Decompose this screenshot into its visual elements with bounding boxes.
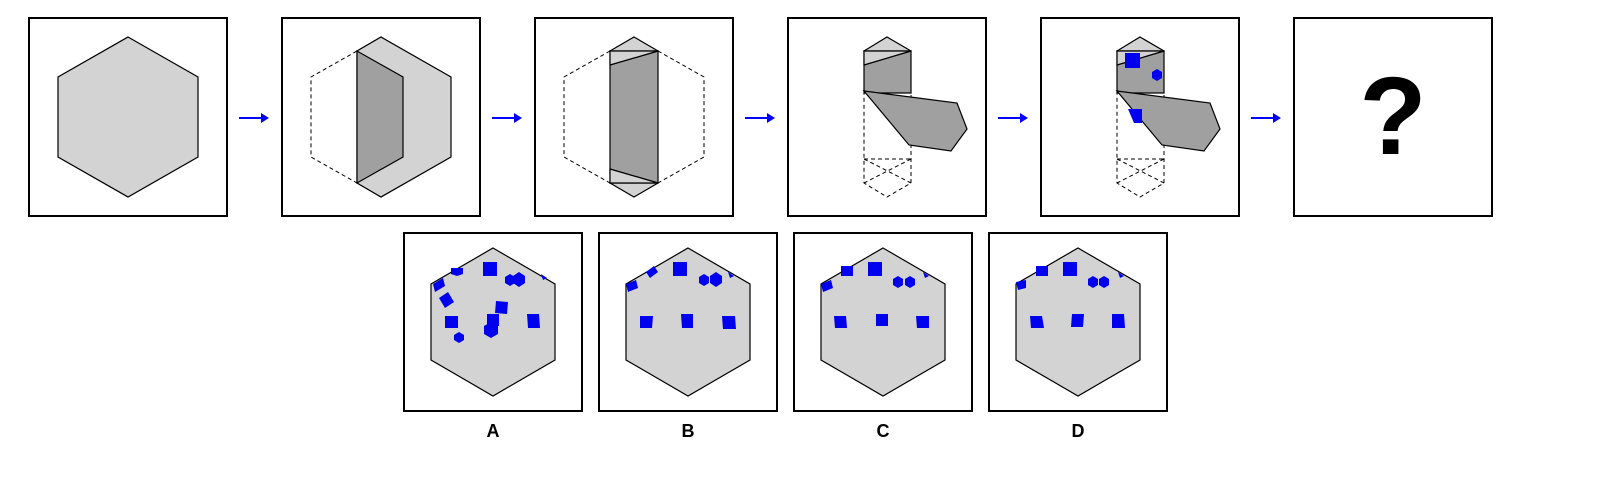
question-mark: ? xyxy=(1359,55,1427,178)
square-hole-rotated xyxy=(527,314,540,328)
square-hole xyxy=(868,262,882,276)
square-hole xyxy=(876,314,888,326)
folded-strip xyxy=(609,50,659,184)
option-c-figure xyxy=(820,247,946,397)
option-b-figure xyxy=(625,247,751,397)
edge-hole xyxy=(728,272,734,278)
square-hole xyxy=(1063,262,1077,276)
option-b-panel[interactable] xyxy=(598,232,778,412)
hexagon-hole xyxy=(699,274,709,286)
edge-hole xyxy=(923,272,929,278)
arrow-right-icon xyxy=(239,113,269,123)
edge-hole xyxy=(1118,272,1124,278)
edge-hole xyxy=(821,280,833,292)
edge-hole xyxy=(541,274,547,280)
step-2-panel xyxy=(281,17,481,217)
arrow-right-icon xyxy=(998,113,1028,123)
square-hole xyxy=(916,316,929,328)
edge-hole xyxy=(646,266,658,278)
right-fold-outline-dashed xyxy=(657,50,705,184)
edge-hole xyxy=(451,268,463,276)
hexagon-hole xyxy=(454,332,464,343)
option-c-panel[interactable] xyxy=(793,232,973,412)
square-hole xyxy=(834,316,847,328)
square-hole-rotated xyxy=(495,301,508,314)
square-hole xyxy=(1125,53,1140,68)
partial-hole xyxy=(1128,109,1142,123)
diagonal-flap xyxy=(1115,90,1221,152)
square-hole xyxy=(1071,314,1084,327)
answer-panel: ? xyxy=(1293,17,1493,217)
step-3-panel xyxy=(534,17,734,217)
edge-hole xyxy=(626,280,638,292)
lower-strip-outline-dashed xyxy=(1116,92,1165,198)
option-a-figure xyxy=(430,247,556,397)
first-fold-figure xyxy=(310,36,452,198)
third-fold-figure xyxy=(862,36,968,198)
step-1-panel xyxy=(28,17,228,217)
hexagon-hole xyxy=(505,274,515,286)
edge-hole xyxy=(1036,266,1048,276)
hexagon-hole xyxy=(893,276,903,288)
square-hole xyxy=(483,262,497,276)
step-5-panel xyxy=(1040,17,1240,217)
option-b-label: B xyxy=(681,421,695,441)
flat-hexagon-figure xyxy=(57,36,199,198)
square-hole xyxy=(673,262,687,276)
square-hole xyxy=(1030,316,1044,328)
second-fold-figure xyxy=(563,36,705,198)
hexagon-hole xyxy=(710,272,722,287)
option-d-panel[interactable] xyxy=(988,232,1168,412)
folded-flap xyxy=(356,49,404,185)
hexagon-hole xyxy=(1152,69,1162,81)
square-hole xyxy=(681,314,693,328)
hexagon-hole xyxy=(905,276,915,288)
option-a-panel[interactable] xyxy=(403,232,583,412)
option-d-figure xyxy=(1015,247,1141,397)
punched-fold-figure xyxy=(1115,36,1221,198)
hexagon-hole xyxy=(1099,276,1109,288)
square-hole xyxy=(640,316,653,328)
left-fold-outline-dashed xyxy=(563,50,611,184)
step-4-panel xyxy=(787,17,987,217)
arrow-right-icon xyxy=(745,113,775,123)
option-c-label: C xyxy=(876,421,890,441)
edge-hole xyxy=(433,278,445,292)
square-hole xyxy=(722,316,736,329)
edge-hole xyxy=(1016,280,1026,290)
edge-hole xyxy=(841,266,853,276)
arrow-right-icon xyxy=(1251,113,1281,123)
hexagon-hole xyxy=(513,272,525,287)
square-hole-rotated xyxy=(439,292,454,308)
hexagon-hole xyxy=(484,322,498,338)
lower-strip-outline-dashed xyxy=(863,92,912,198)
arrow-right-icon xyxy=(492,113,522,123)
square-hole xyxy=(1112,314,1125,328)
option-d-label: D xyxy=(1071,421,1085,441)
hexagon-hole xyxy=(1088,276,1098,288)
option-a-label: A xyxy=(486,421,500,441)
diagonal-flap xyxy=(862,90,968,152)
square-hole xyxy=(445,316,458,328)
hexagon-paper xyxy=(57,36,199,198)
